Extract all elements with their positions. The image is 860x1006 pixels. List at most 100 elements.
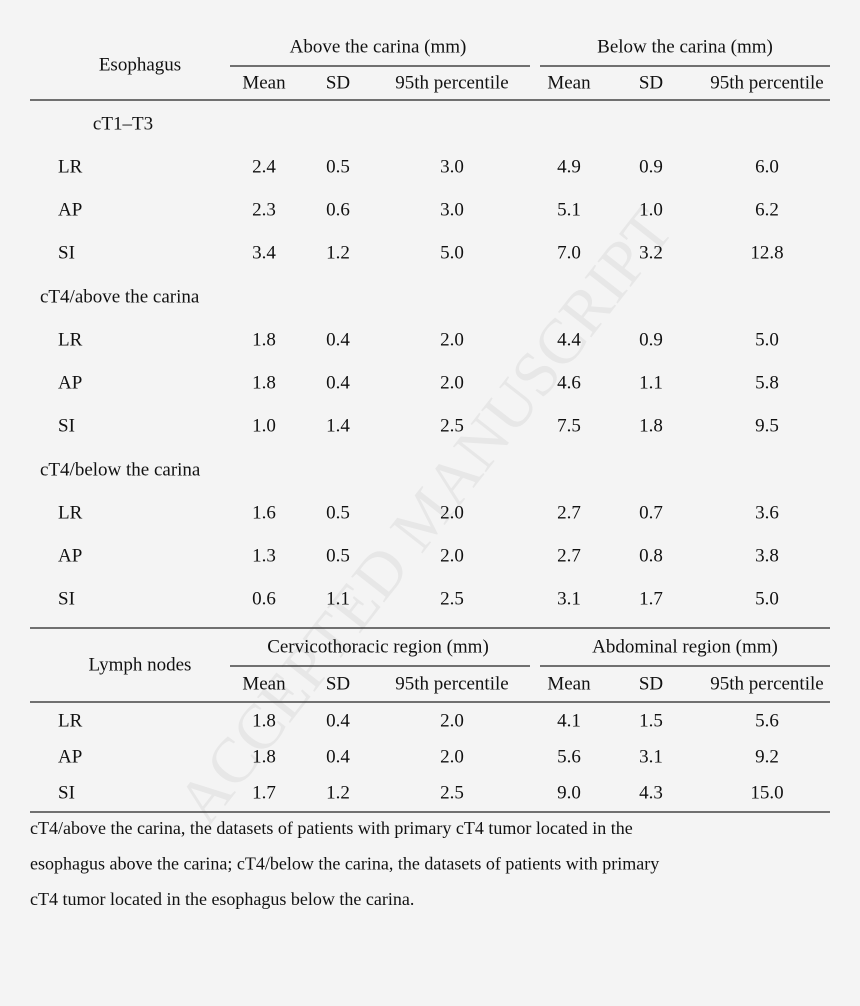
- cell: 2.0: [440, 502, 464, 523]
- cell: 2.4: [252, 156, 276, 177]
- cell: 1.7: [639, 588, 663, 609]
- cell: 2.0: [440, 545, 464, 566]
- cell: 2.5: [440, 415, 464, 436]
- column-header: SD: [639, 673, 663, 694]
- cell: 1.8: [252, 372, 276, 393]
- row-label: LR: [58, 502, 83, 523]
- cell: 7.5: [557, 415, 581, 436]
- cell: 1.8: [639, 415, 663, 436]
- row-label: SI: [58, 782, 75, 803]
- column-header: SD: [326, 673, 350, 694]
- row-label: SI: [58, 415, 75, 436]
- cell: 2.3: [252, 199, 276, 220]
- cell: 0.4: [326, 710, 350, 731]
- cell: 6.0: [755, 156, 779, 177]
- cell: 5.6: [755, 710, 779, 731]
- cell: 1.8: [252, 329, 276, 350]
- cell: 0.9: [639, 156, 663, 177]
- cell: 0.5: [326, 502, 350, 523]
- column-header: Mean: [547, 673, 591, 694]
- row-label: AP: [58, 199, 82, 220]
- cell: 1.3: [252, 545, 276, 566]
- cell: 9.0: [557, 782, 581, 803]
- column-header: 95th percentile: [395, 673, 508, 694]
- cell: 0.6: [326, 199, 350, 220]
- cell: 3.0: [440, 199, 464, 220]
- footnote-line: cT4 tumor located in the esophagus below…: [30, 889, 414, 909]
- cell: 1.1: [639, 372, 663, 393]
- row-label: AP: [58, 746, 82, 767]
- cell: 0.4: [326, 372, 350, 393]
- cell: 3.1: [557, 588, 581, 609]
- column-header: Mean: [242, 72, 286, 93]
- cell: 1.7: [252, 782, 276, 803]
- cell: 9.2: [755, 746, 779, 767]
- cell: 0.9: [639, 329, 663, 350]
- cell: 2.7: [557, 545, 581, 566]
- section-label: cT4/below the carina: [40, 459, 201, 480]
- cell: 4.3: [639, 782, 663, 803]
- cell: 2.7: [557, 502, 581, 523]
- section-label: cT4/above the carina: [40, 286, 200, 307]
- cell: 1.8: [252, 710, 276, 731]
- cell: 1.8: [252, 746, 276, 767]
- column-header: Mean: [242, 673, 286, 694]
- cell: 0.4: [326, 329, 350, 350]
- column-header: 95th percentile: [395, 72, 508, 93]
- row-label: AP: [58, 545, 82, 566]
- cell: 3.2: [639, 242, 663, 263]
- cell: 5.0: [755, 588, 779, 609]
- group-header: Below the carina (mm): [597, 36, 773, 57]
- column-header: Mean: [547, 72, 591, 93]
- cell: 2.0: [440, 329, 464, 350]
- row-label: LR: [58, 329, 83, 350]
- cell: 5.8: [755, 372, 779, 393]
- cell: 2.0: [440, 372, 464, 393]
- cell: 0.8: [639, 545, 663, 566]
- watermark: ACCEPTED MANUSCRIPT: [163, 195, 686, 837]
- cell: 4.9: [557, 156, 581, 177]
- cell: 15.0: [750, 782, 783, 803]
- cell: 1.2: [326, 242, 350, 263]
- cell: 0.4: [326, 746, 350, 767]
- cell: 3.8: [755, 545, 779, 566]
- cell: 6.2: [755, 199, 779, 220]
- cell: 1.0: [252, 415, 276, 436]
- cell: 2.5: [440, 588, 464, 609]
- cell: 1.0: [639, 199, 663, 220]
- cell: 9.5: [755, 415, 779, 436]
- cell: 0.5: [326, 156, 350, 177]
- cell: 1.4: [326, 415, 350, 436]
- footnote-line: cT4/above the carina, the datasets of pa…: [30, 818, 633, 838]
- column-header: 95th percentile: [710, 72, 823, 93]
- stub-header: Esophagus: [99, 54, 181, 75]
- footnote-line: esophagus above the carina; cT4/below th…: [30, 854, 659, 874]
- group-header: Abdominal region (mm): [592, 636, 778, 657]
- cell: 4.6: [557, 372, 581, 393]
- cell: 3.4: [252, 242, 276, 263]
- cell: 2.0: [440, 710, 464, 731]
- cell: 12.8: [750, 242, 783, 263]
- cell: 1.6: [252, 502, 276, 523]
- cell: 3.1: [639, 746, 663, 767]
- stub-header: Lymph nodes: [89, 654, 192, 675]
- column-header: 95th percentile: [710, 673, 823, 694]
- row-label: AP: [58, 372, 82, 393]
- cell: 0.7: [639, 502, 663, 523]
- cell: 5.6: [557, 746, 581, 767]
- cell: 4.4: [557, 329, 581, 350]
- row-label: SI: [58, 242, 75, 263]
- cell: 3.6: [755, 502, 779, 523]
- column-header: SD: [639, 72, 663, 93]
- cell: 0.5: [326, 545, 350, 566]
- cell: 1.5: [639, 710, 663, 731]
- cell: 3.0: [440, 156, 464, 177]
- cell: 5.1: [557, 199, 581, 220]
- cell: 1.1: [326, 588, 350, 609]
- cell: 2.5: [440, 782, 464, 803]
- cell: 1.2: [326, 782, 350, 803]
- section-label: cT1–T3: [93, 113, 153, 134]
- row-label: SI: [58, 588, 75, 609]
- cell: 5.0: [755, 329, 779, 350]
